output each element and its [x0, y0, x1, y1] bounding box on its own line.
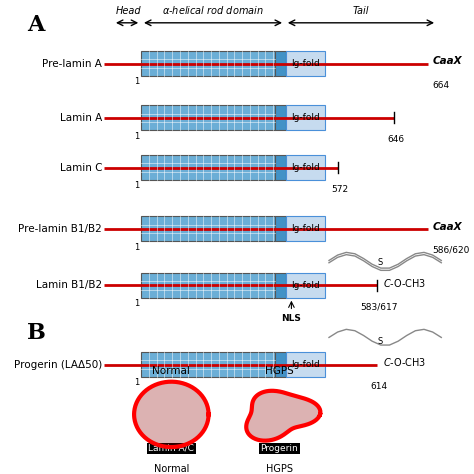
Text: 1: 1: [134, 243, 139, 252]
FancyBboxPatch shape: [141, 51, 275, 76]
Text: $\it{C}$-O-CH3: $\it{C}$-O-CH3: [383, 277, 426, 289]
Text: Head: Head: [115, 6, 141, 16]
Text: 583/617: 583/617: [360, 302, 397, 311]
Text: 1: 1: [134, 299, 139, 308]
Text: S: S: [377, 258, 383, 267]
Text: 1: 1: [134, 182, 139, 191]
Text: $\it{C}$-O-CH3: $\it{C}$-O-CH3: [383, 356, 426, 368]
FancyBboxPatch shape: [286, 273, 325, 298]
Text: 614: 614: [370, 382, 387, 391]
Text: Pre-lamin B1/B2: Pre-lamin B1/B2: [18, 224, 102, 234]
Text: Lamin A/C: Lamin A/C: [148, 444, 194, 453]
Text: 1: 1: [134, 77, 139, 86]
Text: Ig-fold: Ig-fold: [291, 360, 320, 369]
Text: CaaX: CaaX: [433, 221, 462, 231]
FancyBboxPatch shape: [275, 155, 286, 180]
FancyBboxPatch shape: [141, 105, 275, 130]
Text: Lamin A: Lamin A: [60, 113, 102, 123]
Text: Ig-fold: Ig-fold: [291, 281, 320, 290]
Text: Tail: Tail: [353, 6, 369, 16]
Text: 572: 572: [331, 185, 348, 194]
FancyBboxPatch shape: [286, 155, 325, 180]
FancyBboxPatch shape: [275, 216, 286, 241]
FancyBboxPatch shape: [286, 352, 325, 377]
Text: A: A: [27, 14, 44, 36]
FancyBboxPatch shape: [275, 51, 286, 76]
FancyBboxPatch shape: [141, 273, 275, 298]
Text: Normal: Normal: [153, 366, 190, 376]
FancyBboxPatch shape: [286, 105, 325, 130]
Text: HGPS: HGPS: [265, 366, 294, 376]
Text: $\alpha$-helical rod domain: $\alpha$-helical rod domain: [162, 4, 264, 16]
FancyBboxPatch shape: [275, 352, 286, 377]
FancyBboxPatch shape: [141, 216, 275, 241]
FancyBboxPatch shape: [141, 155, 275, 180]
Text: Lamin B1/B2: Lamin B1/B2: [36, 280, 102, 291]
Text: Ig-fold: Ig-fold: [291, 224, 320, 233]
Text: 1: 1: [134, 378, 139, 387]
FancyBboxPatch shape: [286, 51, 325, 76]
Text: Ig-fold: Ig-fold: [291, 113, 320, 122]
Text: CaaX: CaaX: [433, 56, 462, 66]
Text: 586/620: 586/620: [433, 246, 470, 255]
Text: Ig-fold: Ig-fold: [291, 59, 320, 68]
Text: Pre-lamin A: Pre-lamin A: [42, 59, 102, 69]
Text: 664: 664: [433, 81, 450, 90]
Text: S: S: [377, 337, 383, 346]
Text: Progerin (LAΔ50): Progerin (LAΔ50): [14, 360, 102, 370]
FancyBboxPatch shape: [286, 216, 325, 241]
Text: Ig-fold: Ig-fold: [291, 163, 320, 172]
Text: 1: 1: [134, 132, 139, 141]
FancyBboxPatch shape: [141, 352, 275, 377]
Text: NLS: NLS: [282, 314, 301, 323]
FancyBboxPatch shape: [275, 105, 286, 130]
Text: Progerin: Progerin: [260, 444, 298, 453]
Text: 646: 646: [387, 135, 404, 144]
Text: Lamin C: Lamin C: [60, 163, 102, 173]
Text: B: B: [27, 321, 46, 344]
FancyBboxPatch shape: [275, 273, 286, 298]
